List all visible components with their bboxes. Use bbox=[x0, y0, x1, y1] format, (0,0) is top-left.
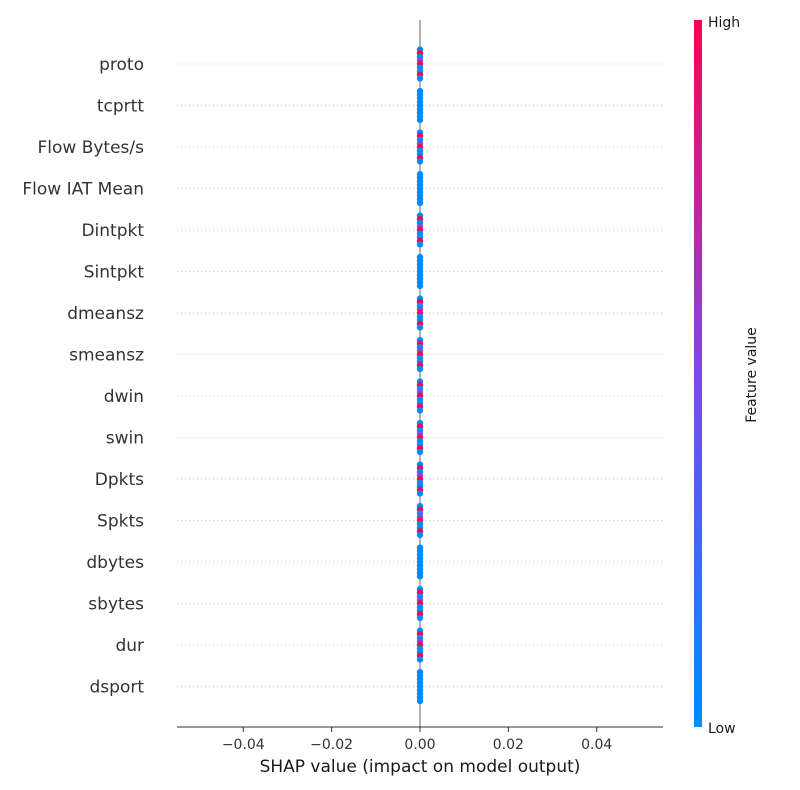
shap-point bbox=[416, 324, 424, 331]
feature-label: smeansz bbox=[69, 346, 144, 366]
x-tick-label: 0.04 bbox=[581, 737, 612, 753]
feature-label: Spkts bbox=[97, 512, 144, 532]
shap-point bbox=[416, 531, 424, 539]
feature-label: Dpkts bbox=[95, 470, 144, 490]
x-tick-label: −0.04 bbox=[222, 737, 265, 753]
feature-label: Dintpkt bbox=[81, 221, 144, 241]
shap-point bbox=[416, 116, 424, 124]
colorbar-low-label: Low bbox=[708, 721, 736, 737]
shap-point bbox=[416, 75, 424, 82]
colorbar-title: Feature value bbox=[744, 327, 760, 423]
feature-label: tcprtt bbox=[97, 97, 144, 117]
feature-label: Flow Bytes/s bbox=[38, 138, 145, 158]
shap-point bbox=[416, 282, 424, 290]
shap-point bbox=[416, 614, 424, 622]
shap-point bbox=[416, 697, 424, 705]
feature-label: proto bbox=[99, 55, 144, 75]
x-tick-label: −0.02 bbox=[310, 737, 353, 753]
feature-label: Sintpkt bbox=[84, 263, 145, 283]
feature-label: Flow IAT Mean bbox=[22, 180, 144, 200]
x-tick-label: 0.02 bbox=[493, 737, 524, 753]
x-tick-label: 0.00 bbox=[404, 737, 435, 753]
shap-point bbox=[416, 573, 424, 580]
feature-label: dwin bbox=[104, 387, 144, 407]
shap-point bbox=[416, 158, 424, 165]
colorbar bbox=[694, 20, 702, 727]
feature-label: dbytes bbox=[86, 553, 144, 573]
feature-label: dmeansz bbox=[67, 304, 144, 324]
shap-point bbox=[416, 656, 424, 663]
feature-label: dur bbox=[115, 636, 144, 656]
feature-label: dsport bbox=[90, 678, 145, 698]
shap-point bbox=[416, 448, 424, 456]
shap-point bbox=[416, 365, 424, 373]
shap-point bbox=[416, 241, 424, 248]
shap-point bbox=[416, 490, 424, 497]
shap-point bbox=[416, 407, 424, 414]
shap-point bbox=[416, 199, 424, 207]
colorbar-high-label: High bbox=[708, 15, 740, 31]
feature-label: swin bbox=[106, 429, 144, 449]
x-axis-title: SHAP value (impact on model output) bbox=[260, 757, 581, 777]
feature-label: sbytes bbox=[88, 595, 144, 615]
